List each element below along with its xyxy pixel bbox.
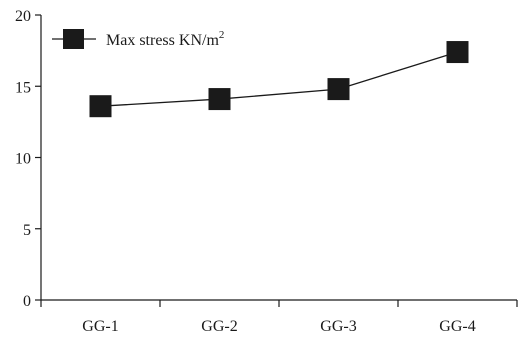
legend-label: Max stress KN/m2	[106, 29, 224, 49]
x-tick-label: GG-1	[82, 318, 118, 335]
legend-marker	[63, 29, 84, 49]
x-tick-label: GG-4	[439, 318, 475, 335]
data-point-marker	[446, 41, 469, 64]
legend-series-name: Max stress KN/m	[106, 32, 219, 49]
y-tick-label: 20	[15, 8, 31, 25]
axes: 0 5 10 15 20 GG-1 GG-2 GG-3 GG-4	[15, 8, 518, 335]
series-line	[100, 51, 458, 107]
legend: Max stress KN/m2	[52, 29, 224, 49]
x-tick-label: GG-2	[201, 318, 237, 335]
data-point-marker	[208, 88, 231, 111]
y-tick-label: 15	[15, 79, 31, 96]
data-point-marker	[327, 78, 350, 101]
series-layer	[89, 41, 469, 118]
legend-series-superscript: 2	[219, 29, 225, 41]
data-point-marker	[89, 95, 112, 118]
y-tick-label: 0	[23, 293, 31, 310]
y-tick-label: 5	[23, 222, 31, 239]
y-tick-label: 10	[15, 151, 31, 168]
x-tick-label: GG-3	[320, 318, 356, 335]
